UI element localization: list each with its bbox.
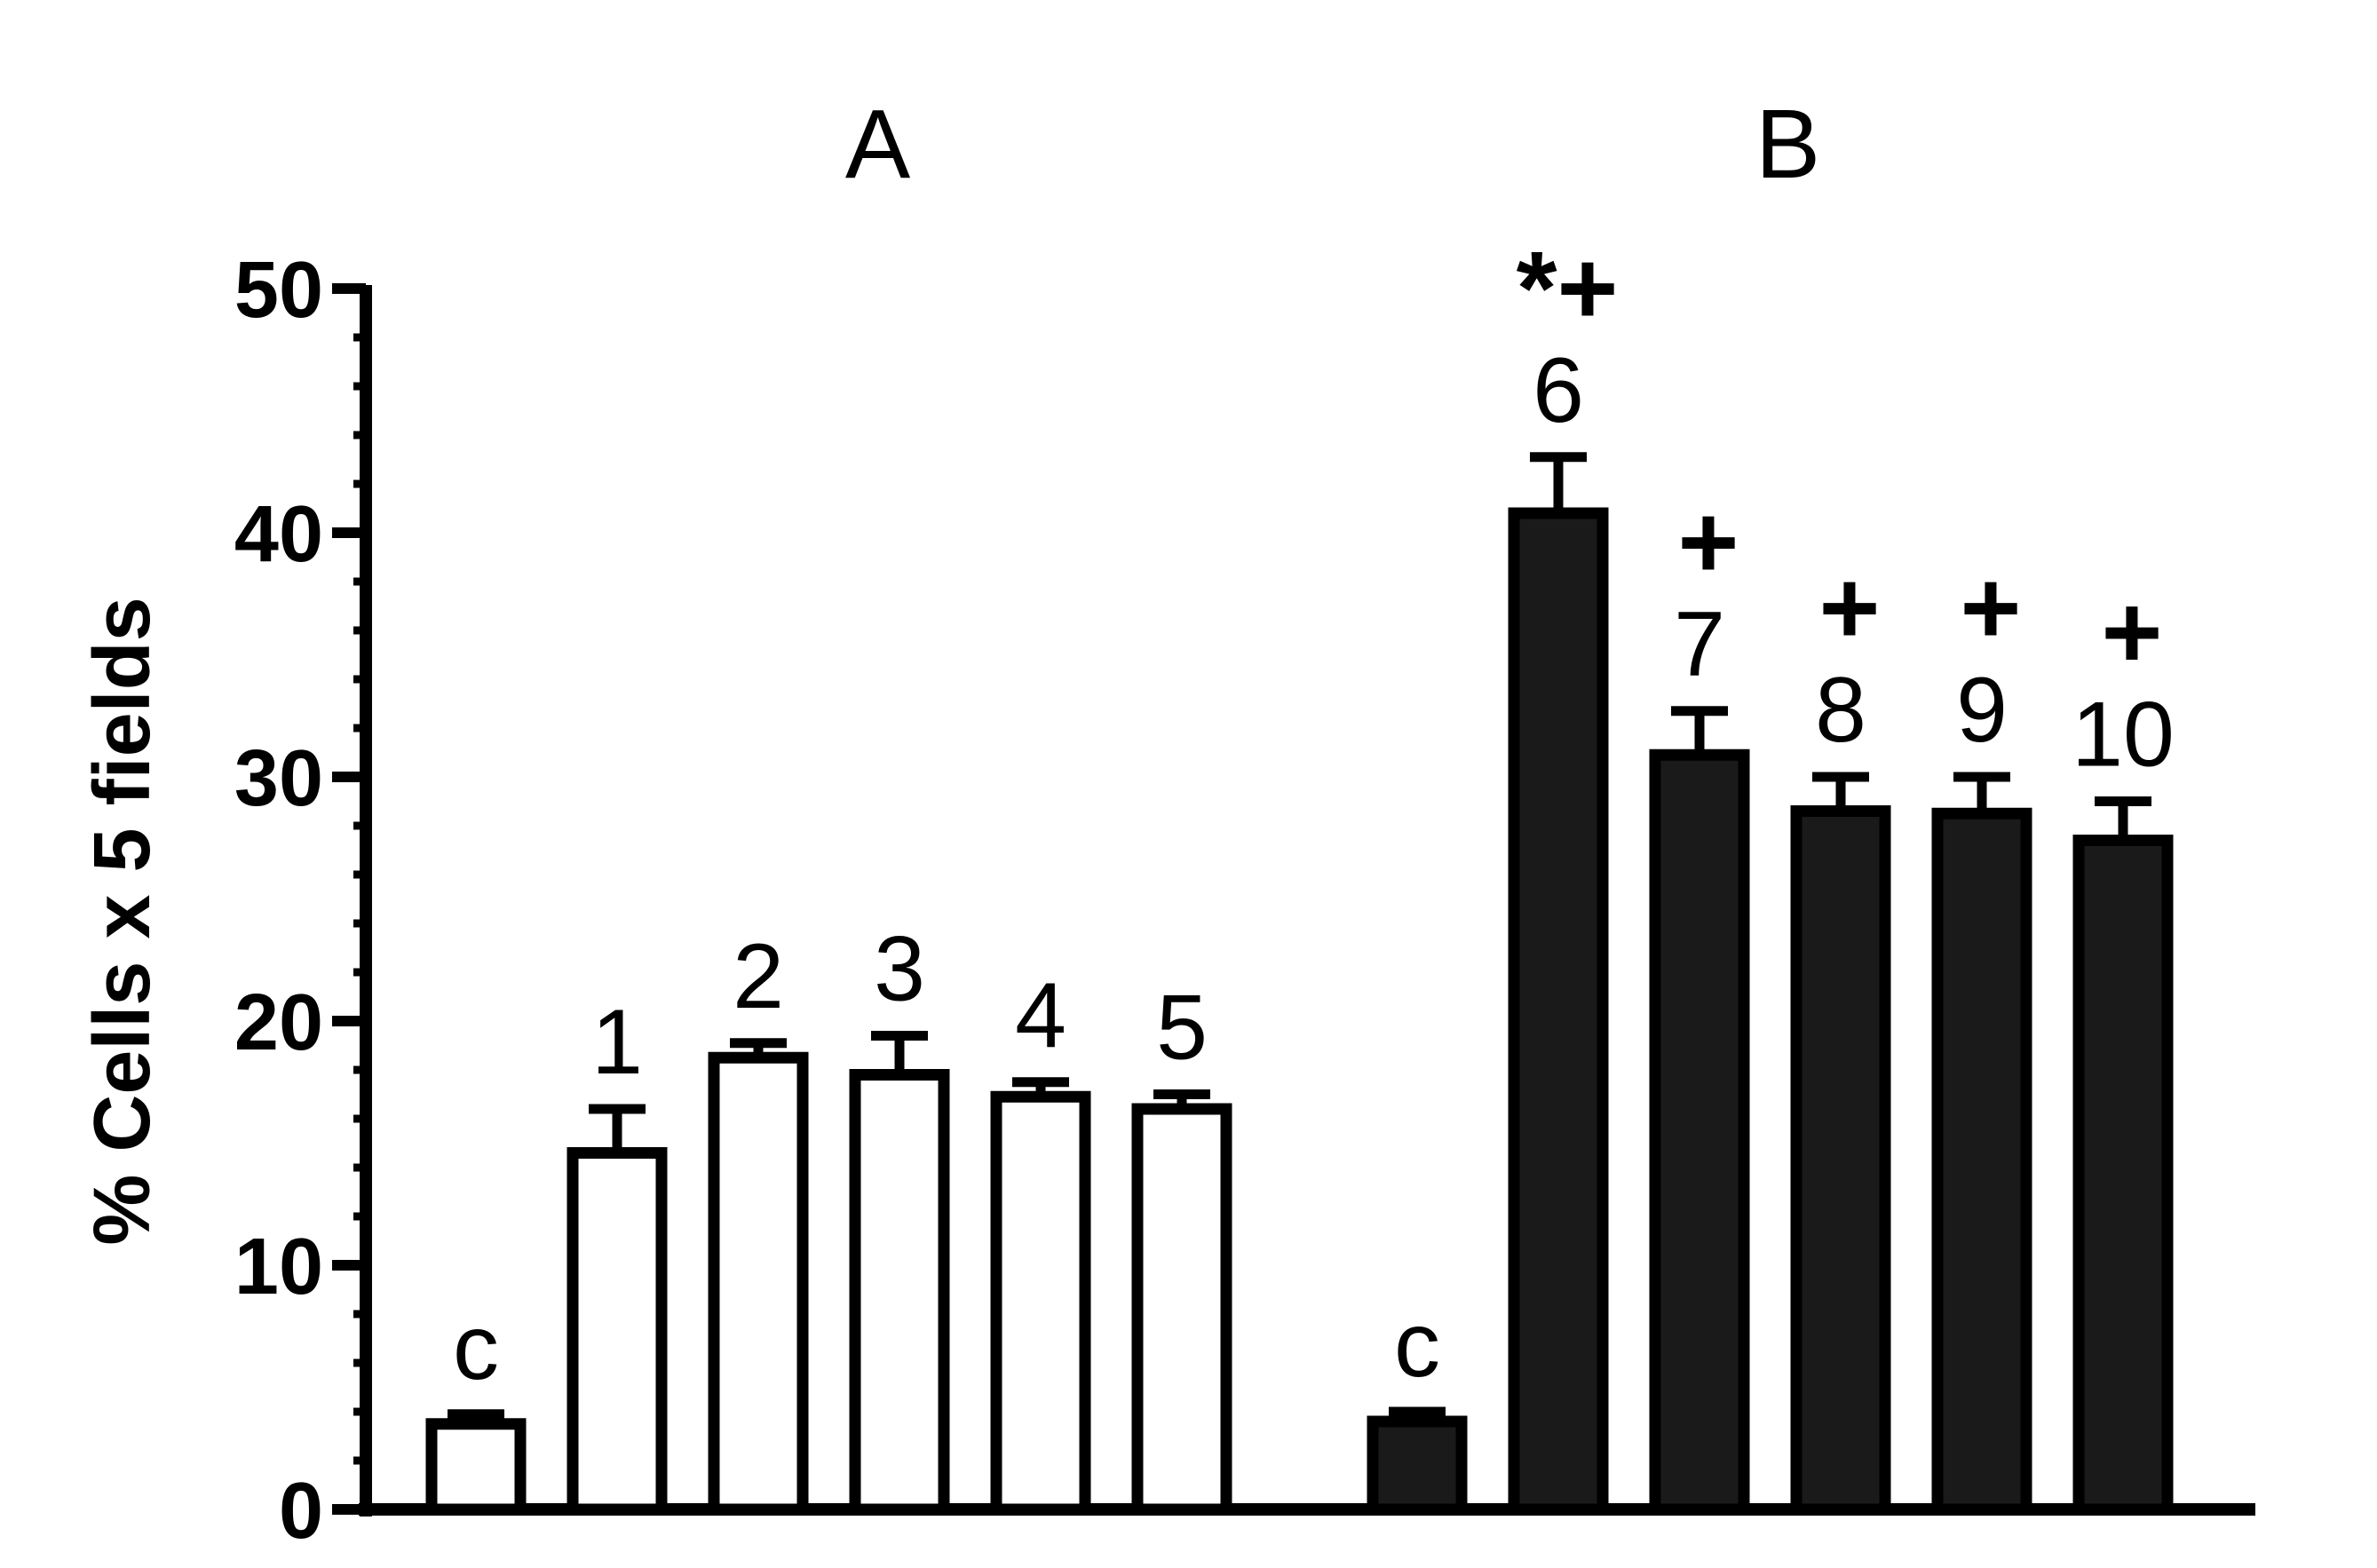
significance-mark: +: [1961, 550, 2022, 667]
bar: [1790, 805, 1891, 1516]
bar: [2072, 835, 2174, 1516]
y-axis-label: % Cells x 5 fields: [78, 597, 167, 1245]
bar: [1367, 1415, 1468, 1516]
y-tick-label: 0: [279, 1467, 323, 1556]
bar: [708, 1051, 809, 1516]
y-tick-label: 30: [234, 734, 323, 823]
bar-label: 7: [1674, 593, 1725, 696]
bar-label: 4: [1015, 964, 1066, 1067]
y-tick-label: 50: [234, 246, 323, 335]
bar: [567, 1147, 668, 1516]
bar-label: 2: [733, 925, 784, 1028]
y-tick-label: 20: [234, 978, 323, 1067]
significance-mark: +: [2102, 574, 2163, 692]
bar-label: 10: [2072, 684, 2175, 787]
bar: [849, 1069, 950, 1516]
y-tick-label: 10: [234, 1223, 323, 1311]
bar: [990, 1090, 1091, 1516]
bar-label: 8: [1815, 659, 1866, 762]
bar-label: 6: [1533, 339, 1584, 442]
y-tick-label: 40: [234, 490, 323, 579]
bar-label: 9: [1956, 659, 2008, 762]
bar-label: c: [1394, 1294, 1440, 1397]
bar-label: c: [453, 1296, 499, 1399]
bar-label: 5: [1156, 977, 1208, 1080]
bar: [1131, 1103, 1232, 1516]
significance-mark: *+: [1517, 230, 1619, 347]
bar: [425, 1418, 527, 1516]
bar: [1649, 748, 1750, 1516]
group-label: B: [1755, 90, 1820, 199]
significance-mark: +: [1678, 484, 1739, 601]
bar: [1508, 507, 1609, 1516]
bar-label: 3: [874, 918, 925, 1021]
group-label: A: [845, 90, 911, 199]
significance-mark: +: [1819, 550, 1881, 667]
bar-label: 1: [591, 991, 643, 1094]
bar: [1931, 807, 2032, 1516]
